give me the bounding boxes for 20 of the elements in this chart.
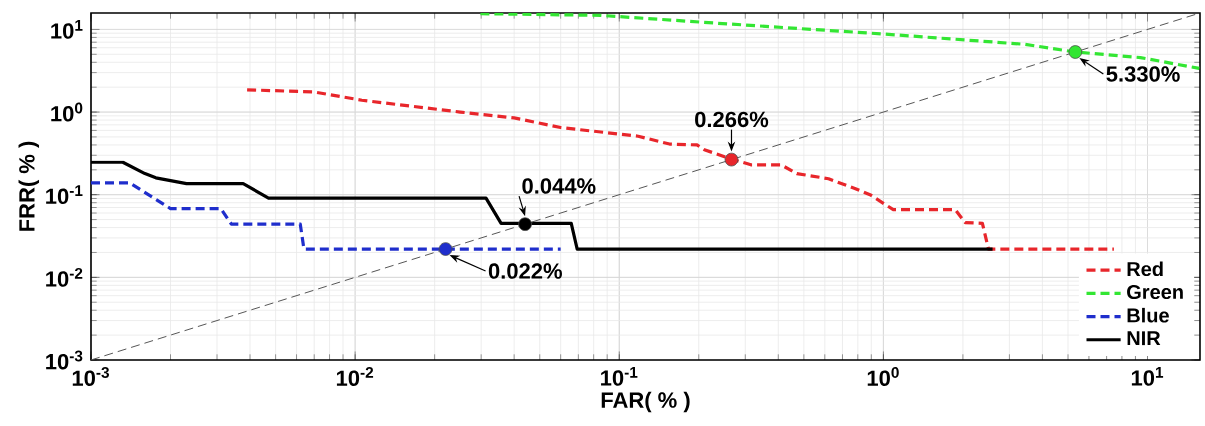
x-tick-label: 10$^{-3}$	[72, 367, 110, 386]
annotation: 0.022%	[488, 263, 562, 279]
x-tick-label: 10$^{0}$	[867, 367, 899, 386]
x-tick-label: 10$^{-2}$	[336, 367, 374, 386]
y-tick-label: 10$^{-1}$	[46, 185, 83, 205]
legend-label: Red	[1127, 261, 1163, 277]
y-axis-title: FRR( % )	[18, 141, 40, 231]
annotation: 0.266%	[695, 111, 769, 128]
y-tick-label: 10$^{-3}$	[46, 350, 83, 370]
legend-label: Green	[1127, 284, 1183, 300]
annotation: 5.330%	[1106, 66, 1180, 82]
legend-label: Blue	[1127, 307, 1169, 323]
legend-label: NIR	[1127, 331, 1161, 346]
x-tick-label: 10$^{-1}$	[601, 367, 638, 386]
y-tick-label: 10$^{1}$	[51, 20, 83, 39]
y-tick-label: 10$^{-2}$	[46, 267, 83, 287]
x-axis-title: FAR( % )	[601, 391, 690, 413]
x-tick-label: 10$^{1}$	[1131, 367, 1164, 386]
y-tick-label: 10$^{0}$	[51, 102, 83, 122]
annotation: 0.044%	[522, 178, 596, 194]
